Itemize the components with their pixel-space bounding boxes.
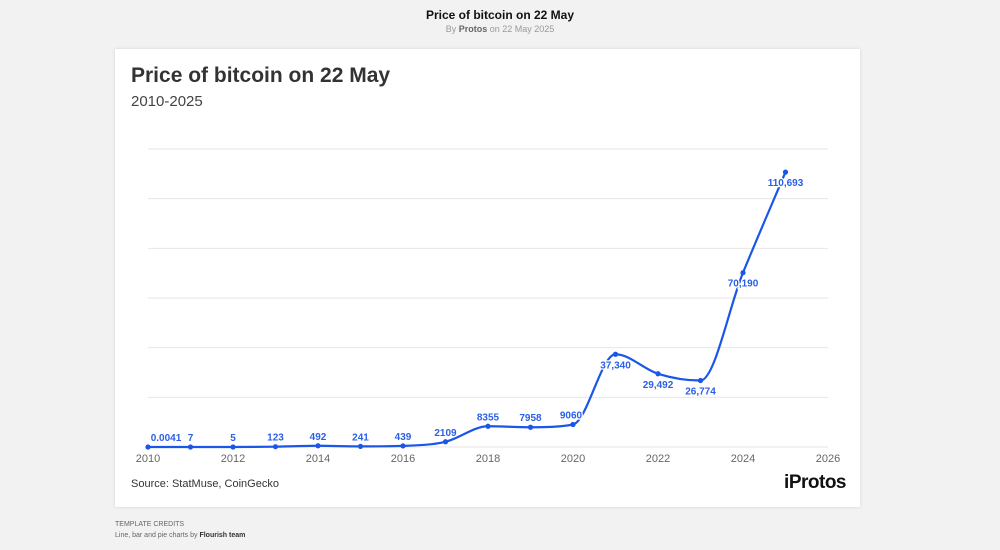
x-tick-label: 2010 bbox=[136, 453, 160, 465]
template-credits: TEMPLATE CREDITS Line, bar and pie chart… bbox=[115, 521, 246, 539]
x-tick-label: 2022 bbox=[646, 453, 670, 465]
chart-title: Price of bitcoin on 22 May bbox=[131, 64, 391, 87]
protos-logo: iProtos bbox=[784, 472, 846, 493]
header-byline: By Protos on 22 May 2025 bbox=[445, 24, 555, 34]
data-label: 8355 bbox=[477, 412, 500, 423]
x-tick-label: 2026 bbox=[816, 453, 840, 465]
data-point bbox=[740, 270, 746, 276]
data-label: 7958 bbox=[519, 413, 542, 424]
data-label: 241 bbox=[352, 432, 369, 443]
data-label: 70,190 bbox=[728, 279, 759, 290]
data-point bbox=[570, 421, 576, 428]
price-line bbox=[147, 171, 787, 449]
chart-subtitle: 2010-2025 bbox=[131, 93, 203, 110]
chart-card: Price of bitcoin on 22 May 2010-2025 201… bbox=[115, 49, 860, 507]
data-point bbox=[485, 423, 491, 429]
data-label: 110,693 bbox=[768, 178, 804, 189]
x-tick-label: 2020 bbox=[561, 453, 585, 465]
line-chart: 2010 2012 2014 2016 2018 2020 2022 2024 2026 0.00… bbox=[136, 148, 840, 465]
data-point bbox=[697, 377, 704, 384]
flourish-link[interactable]: Flourish team bbox=[199, 532, 246, 539]
data-label: 492 bbox=[310, 432, 327, 443]
data-point bbox=[315, 443, 321, 449]
data-label: 7 bbox=[188, 433, 194, 444]
x-tick-label: 2012 bbox=[221, 453, 245, 465]
data-point bbox=[655, 371, 661, 377]
data-label: 2109 bbox=[434, 428, 457, 439]
x-tick-label: 2018 bbox=[476, 453, 500, 465]
data-label: 5 bbox=[230, 433, 236, 444]
x-tick-label: 2014 bbox=[306, 453, 330, 465]
data-label: 37,340 bbox=[600, 360, 631, 371]
x-tick-label: 2024 bbox=[731, 453, 755, 465]
page-header: Price of bitcoin on 22 May By Protos on … bbox=[0, 8, 1000, 34]
data-point bbox=[357, 443, 364, 450]
data-label: 439 bbox=[395, 432, 412, 443]
data-point bbox=[527, 424, 534, 430]
data-point bbox=[782, 169, 789, 175]
data-point bbox=[400, 443, 406, 449]
data-label: 26,774 bbox=[685, 387, 716, 398]
data-point bbox=[612, 351, 619, 357]
x-tick-label: 2016 bbox=[391, 453, 415, 465]
data-label: 29,492 bbox=[643, 380, 674, 391]
data-point bbox=[442, 439, 449, 445]
data-label: 0.0041 bbox=[151, 433, 182, 444]
data-point bbox=[187, 444, 194, 450]
chart-source: Source: StatMuse, CoinGecko bbox=[131, 478, 279, 490]
data-point bbox=[145, 444, 151, 450]
data-label: 123 bbox=[267, 433, 284, 444]
data-label: 9060 bbox=[560, 411, 583, 422]
author-link[interactable]: Protos bbox=[458, 24, 488, 34]
data-point bbox=[230, 444, 236, 450]
header-title: Price of bitcoin on 22 May bbox=[425, 8, 575, 22]
data-point bbox=[272, 444, 279, 450]
